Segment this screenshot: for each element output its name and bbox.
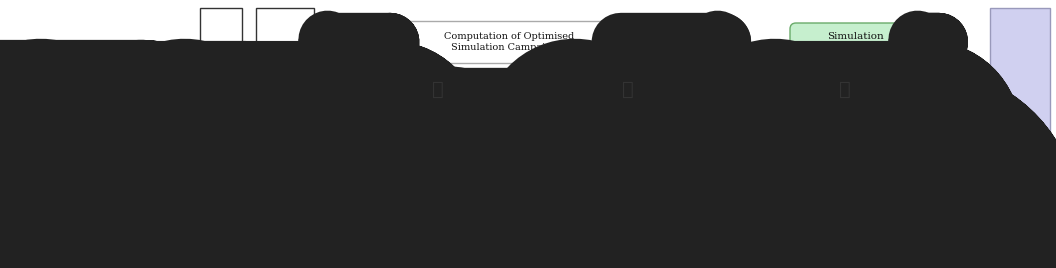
- Text: Computation of Optimised
Simulation Campaign K: Computation of Optimised Simulation Camp…: [444, 212, 574, 232]
- Bar: [256, 8, 314, 260]
- FancyBboxPatch shape: [322, 115, 386, 153]
- FancyBboxPatch shape: [322, 203, 386, 241]
- Text: ⋮: ⋮: [622, 81, 635, 99]
- Text: Computation of Optimised
Simulation Campaign 2: Computation of Optimised Simulation Camp…: [444, 124, 574, 144]
- Text: Simulation
Campaign 2: Simulation Campaign 2: [824, 124, 887, 144]
- Text: Disturbance
Model
Specification: Disturbance Model Specification: [43, 116, 111, 146]
- Text: ⋮: ⋮: [432, 81, 445, 99]
- FancyBboxPatch shape: [18, 83, 136, 178]
- Bar: [400, 113, 618, 155]
- Text: Simulation
Campaign K: Simulation Campaign K: [823, 212, 887, 232]
- Text: Generation of
Simulation Scenarios: Generation of Simulation Scenarios: [211, 83, 230, 185]
- Text: Computation of Optimised
Simulation Campaign 1: Computation of Optimised Simulation Camp…: [444, 32, 574, 52]
- FancyBboxPatch shape: [790, 203, 920, 241]
- Text: Slicing: Slicing: [278, 107, 293, 161]
- Bar: [400, 21, 618, 63]
- FancyBboxPatch shape: [790, 115, 920, 153]
- Text: Slice 2: Slice 2: [337, 129, 373, 139]
- Bar: [200, 8, 242, 260]
- Text: Cluster of
Simulators: Cluster of Simulators: [1011, 105, 1030, 163]
- FancyBboxPatch shape: [790, 23, 920, 61]
- Text: ⋮: ⋮: [838, 81, 851, 99]
- Text: Simulation
Campaign 1: Simulation Campaign 1: [824, 32, 887, 52]
- Bar: [400, 201, 618, 243]
- Bar: [991, 8, 1050, 260]
- Text: Slice 1: Slice 1: [337, 38, 373, 47]
- FancyBboxPatch shape: [322, 23, 386, 61]
- Text: Slice K: Slice K: [336, 218, 373, 226]
